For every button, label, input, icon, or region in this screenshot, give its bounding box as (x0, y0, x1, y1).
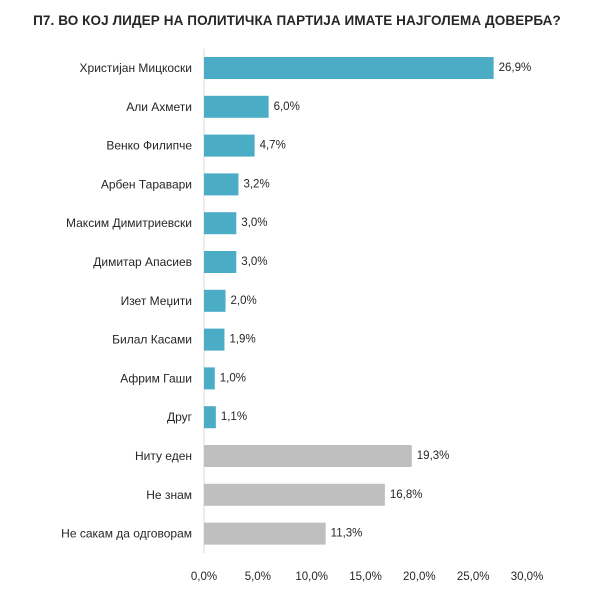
value-label: 1,0% (220, 372, 246, 384)
bar (204, 445, 412, 467)
x-tick-label: 15,0% (349, 571, 382, 583)
value-label: 3,2% (243, 178, 269, 190)
value-label: 2,0% (231, 295, 257, 307)
value-label: 16,8% (390, 489, 423, 501)
category-label: Изет Меџити (121, 294, 192, 308)
bar (204, 522, 326, 545)
x-tick-label: 5,0% (245, 571, 271, 583)
bar (204, 406, 216, 429)
bar (204, 328, 225, 351)
value-label: 26,9% (499, 62, 532, 74)
value-label: 3,0% (241, 256, 267, 268)
value-label: 11,3% (331, 528, 363, 540)
bars-group (204, 57, 494, 545)
x-tick-label: 20,0% (403, 571, 436, 583)
category-label: Христијан Мицкоски (80, 61, 192, 75)
bar (204, 134, 255, 157)
category-label: Ниту еден (135, 449, 192, 463)
value-label: 3,0% (241, 217, 267, 229)
category-label: Венко Филипче (106, 139, 192, 153)
bar (204, 483, 385, 506)
x-tick-label: 25,0% (457, 571, 490, 583)
category-label: Арбен Таравари (101, 177, 192, 191)
category-label: Не знам (146, 488, 192, 502)
category-labels: Христијан Мицкоски Али Ахмети Венко Филипч… (61, 61, 192, 541)
bar (204, 57, 494, 79)
bar (204, 289, 226, 312)
x-axis-tick-labels: 0,0% 5,0% 10,0% 15,0% 20,0% 25,0% 30,0% (191, 571, 543, 583)
category-label: Билал Касами (112, 333, 192, 347)
bar (204, 173, 239, 196)
value-label: 19,3% (417, 450, 450, 462)
value-label: 6,0% (274, 101, 300, 113)
category-label: Не сакам да одговорам (61, 527, 192, 541)
category-label: Африм Гаши (120, 371, 192, 385)
bar (204, 212, 237, 235)
value-labels: 26,9% 6,0% 4,7% 3,2% 3,0% 3,0% 2,0% 1,9% 1,0% 1,1… (220, 62, 531, 540)
bar (204, 367, 215, 390)
value-label: 4,7% (260, 140, 286, 152)
category-label: Димитар Апасиев (93, 255, 192, 269)
value-label: 1,1% (221, 411, 247, 423)
x-tick-label: 0,0% (191, 571, 217, 583)
x-tick-label: 10,0% (295, 571, 328, 583)
bar (204, 95, 269, 118)
category-label: Али Ахмети (126, 100, 192, 114)
chart-title: П7. ВО КОЈ ЛИДЕР НА ПОЛИТИЧКА ПАРТИЈА ИМ… (33, 12, 561, 28)
value-label: 1,9% (229, 334, 255, 346)
category-label: Максим Димитриевски (66, 216, 192, 230)
bar (204, 251, 237, 273)
category-label: Друг (167, 410, 193, 424)
x-tick-label: 30,0% (511, 571, 544, 583)
